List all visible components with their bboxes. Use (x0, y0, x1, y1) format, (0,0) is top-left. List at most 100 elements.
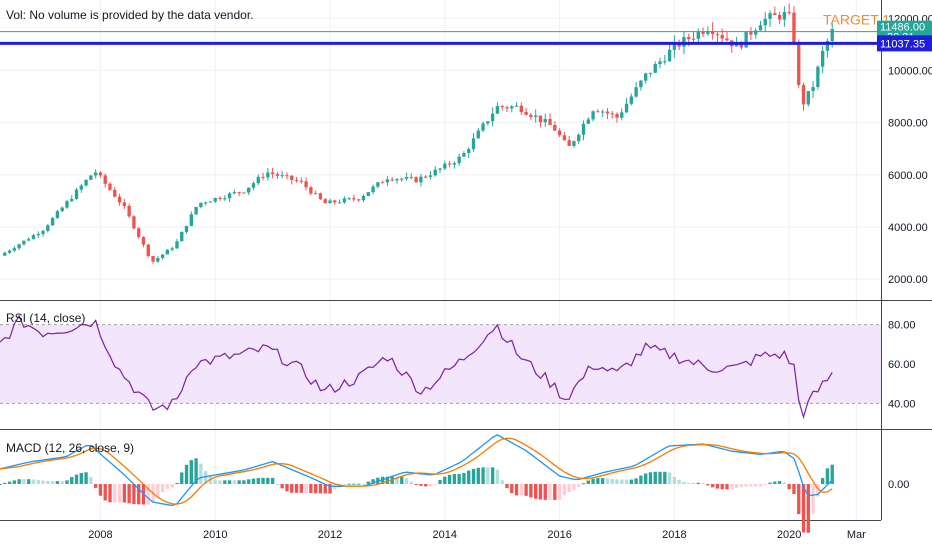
candle[interactable] (390, 176, 394, 182)
candle[interactable] (567, 136, 571, 147)
candle[interactable] (50, 217, 55, 226)
candle[interactable] (108, 181, 112, 192)
candle[interactable] (404, 172, 409, 181)
candle[interactable] (256, 174, 260, 186)
candle[interactable] (184, 225, 189, 234)
candle[interactable] (548, 113, 552, 126)
candle[interactable] (653, 61, 657, 74)
candle[interactable] (620, 108, 624, 121)
candle[interactable] (270, 167, 275, 179)
candle[interactable] (495, 102, 500, 114)
candle[interactable] (428, 171, 433, 180)
candle[interactable] (500, 105, 504, 111)
candle[interactable] (366, 192, 370, 197)
candle[interactable] (557, 128, 562, 138)
candle[interactable] (797, 39, 801, 88)
candle[interactable] (180, 231, 184, 242)
candle[interactable] (514, 102, 519, 108)
candle[interactable] (218, 196, 222, 201)
candle[interactable] (132, 215, 136, 230)
candle[interactable] (31, 233, 36, 240)
candle[interactable] (706, 26, 710, 37)
candle[interactable] (342, 196, 347, 204)
candle[interactable] (323, 197, 327, 204)
candle[interactable] (146, 243, 150, 258)
candle[interactable] (261, 172, 265, 181)
price-axis-ticks[interactable]: 12000.0010000.008000.006000.004000.00200… (888, 13, 932, 286)
candle[interactable] (41, 229, 45, 237)
candle[interactable] (423, 174, 428, 179)
candle[interactable] (7, 249, 12, 254)
candle[interactable] (318, 192, 323, 200)
candle[interactable] (754, 28, 758, 39)
candle[interactable] (232, 189, 237, 195)
candle[interactable] (543, 113, 547, 127)
candle[interactable] (577, 133, 581, 144)
candle[interactable] (749, 26, 753, 41)
candle[interactable] (519, 102, 524, 116)
candle[interactable] (156, 256, 160, 263)
candle[interactable] (122, 198, 127, 210)
candle[interactable] (141, 236, 146, 248)
candle[interactable] (371, 184, 375, 195)
candle[interactable] (490, 107, 495, 127)
candle[interactable] (170, 246, 174, 252)
candle[interactable] (658, 57, 662, 69)
candle[interactable] (471, 132, 476, 152)
candle[interactable] (663, 54, 667, 65)
candle[interactable] (586, 117, 590, 125)
candle[interactable] (581, 120, 586, 141)
candle[interactable] (227, 191, 232, 202)
candle[interactable] (385, 176, 390, 187)
candle[interactable] (22, 240, 26, 246)
candle[interactable] (615, 112, 619, 123)
candle[interactable] (481, 121, 485, 133)
candle[interactable] (93, 169, 98, 179)
candle[interactable] (89, 175, 93, 181)
candle[interactable] (237, 191, 241, 197)
candle[interactable] (624, 97, 629, 114)
candle[interactable] (419, 173, 423, 187)
candle[interactable] (629, 93, 634, 106)
candle[interactable] (160, 254, 165, 260)
candle[interactable] (36, 231, 40, 238)
candle[interactable] (242, 192, 246, 194)
candle[interactable] (792, 6, 796, 45)
candle[interactable] (486, 120, 490, 126)
candle[interactable] (3, 251, 7, 256)
macd-title[interactable]: MACD (12, 26, close, 9) (6, 441, 134, 455)
candle[interactable] (304, 177, 308, 191)
candle[interactable] (634, 82, 638, 98)
candle[interactable] (467, 147, 471, 159)
candle[interactable] (285, 172, 289, 180)
candle[interactable] (127, 203, 131, 219)
candle[interactable] (151, 255, 155, 264)
candle[interactable] (414, 176, 418, 183)
candle[interactable] (55, 209, 60, 219)
candle[interactable] (538, 115, 543, 128)
candle[interactable] (333, 199, 337, 205)
candle[interactable] (591, 110, 595, 122)
candle[interactable] (347, 197, 351, 200)
candle[interactable] (462, 151, 466, 158)
candle[interactable] (357, 198, 361, 203)
candle[interactable] (801, 82, 806, 111)
candle[interactable] (208, 200, 213, 203)
candle[interactable] (376, 181, 380, 189)
candle[interactable] (113, 186, 117, 198)
candle[interactable] (294, 177, 299, 183)
candle[interactable] (70, 195, 74, 203)
candle[interactable] (247, 187, 251, 195)
candle[interactable] (380, 180, 385, 184)
candle[interactable] (452, 161, 457, 169)
candle[interactable] (524, 107, 528, 116)
candle[interactable] (337, 199, 342, 204)
candle[interactable] (213, 197, 217, 204)
candle[interactable] (610, 111, 614, 119)
candle[interactable] (98, 170, 103, 178)
candle[interactable] (806, 91, 810, 107)
candle[interactable] (299, 177, 303, 184)
candle[interactable] (758, 20, 763, 31)
candle[interactable] (787, 3, 791, 15)
candle[interactable] (648, 72, 653, 77)
